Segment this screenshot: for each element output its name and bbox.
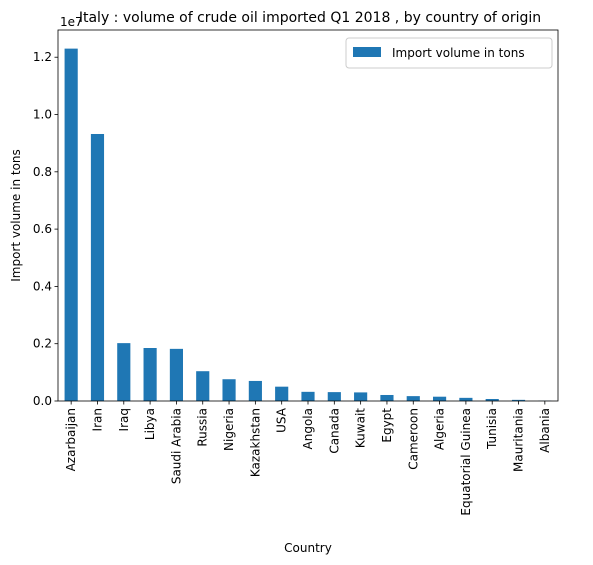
y-axis-label: Import volume in tons bbox=[9, 149, 23, 282]
bar-canada bbox=[327, 392, 341, 401]
y-tick-label: 0.6 bbox=[33, 222, 52, 236]
y-tick-label: 0.2 bbox=[33, 337, 52, 351]
x-tick-label: Albania bbox=[538, 408, 552, 453]
y-tick-label: 0.0 bbox=[33, 394, 52, 408]
x-tick-label: Iran bbox=[90, 408, 104, 431]
bar-russia bbox=[196, 371, 210, 401]
bar-iraq bbox=[117, 343, 131, 401]
legend-swatch bbox=[353, 47, 381, 57]
x-tick-label: Kuwait bbox=[354, 408, 368, 448]
x-tick-label: Nigeria bbox=[222, 408, 236, 451]
y-tick-label: 1.0 bbox=[33, 108, 52, 122]
y-axis-ticks: 0.0 0.2 0.4 0.6 0.8 1.0 1.2 bbox=[33, 50, 58, 408]
bar-libya bbox=[143, 348, 157, 401]
legend: Import volume in tons bbox=[345, 37, 553, 69]
plot-frame bbox=[57, 29, 559, 402]
bar-kazakhstan bbox=[248, 380, 262, 401]
bar-mauritania bbox=[511, 399, 526, 401]
x-tick-label: Cameroon bbox=[406, 408, 420, 470]
bars-group bbox=[64, 48, 552, 402]
y-tick-label: 0.4 bbox=[33, 279, 52, 293]
bar-equatorial-guinea bbox=[459, 397, 473, 401]
x-tick-label: Kazakhstan bbox=[248, 408, 262, 477]
y-axis-offset-text: 1e7 bbox=[60, 15, 83, 29]
chart-title: Italy : volume of crude oil imported Q1 … bbox=[79, 10, 541, 26]
legend-box bbox=[345, 37, 553, 69]
bar-algeria bbox=[433, 396, 447, 401]
bar-iran bbox=[90, 133, 105, 401]
x-tick-label: Azarbaijan bbox=[64, 408, 78, 471]
x-tick-label: Equatorial Guinea bbox=[459, 408, 473, 516]
x-tick-label: Algeria bbox=[433, 408, 447, 450]
x-tick-label: USA bbox=[275, 407, 289, 433]
x-tick-label: Canada bbox=[327, 408, 341, 454]
y-tick-label: 0.8 bbox=[33, 165, 52, 179]
bar-nigeria bbox=[222, 379, 236, 401]
x-tick-label: Libya bbox=[143, 408, 157, 440]
x-tick-label: Angola bbox=[301, 408, 315, 449]
x-tick-label: Mauritania bbox=[512, 408, 526, 472]
x-tick-label: Egypt bbox=[380, 408, 394, 443]
x-tick-label: Saudi Arabia bbox=[169, 408, 183, 484]
x-tick-label: Russia bbox=[196, 408, 210, 447]
x-axis-label: Country bbox=[284, 541, 332, 555]
legend-label: Import volume in tons bbox=[392, 46, 525, 60]
bar-kuwait bbox=[354, 392, 368, 401]
bar-tunisia bbox=[485, 398, 499, 401]
x-tick-label: Tunisia bbox=[485, 408, 499, 450]
bar-saudi-arabia bbox=[169, 348, 183, 401]
bar-cameroon bbox=[406, 396, 420, 401]
x-tick-label: Iraq bbox=[117, 408, 131, 431]
bar-egypt bbox=[380, 394, 394, 401]
bar-azarbaijan bbox=[64, 48, 78, 402]
bar-usa bbox=[275, 386, 289, 401]
x-axis-ticks: Azarbaijan Iran Iraq Libya Saudi Arabia Russi… bbox=[64, 401, 552, 516]
bar-angola bbox=[301, 391, 315, 401]
y-tick-label: 1.2 bbox=[33, 50, 52, 64]
